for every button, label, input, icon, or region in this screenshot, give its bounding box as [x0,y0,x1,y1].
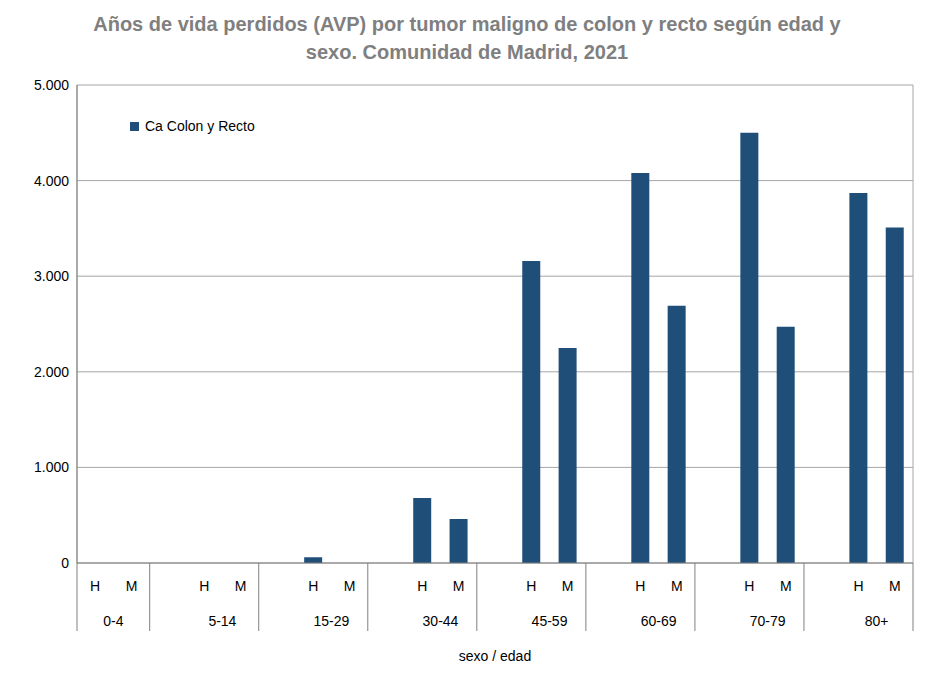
svg-text:H: H [308,578,318,594]
svg-text:30-44: 30-44 [423,613,459,629]
svg-text:2.000: 2.000 [34,364,69,380]
svg-text:M: M [453,578,465,594]
svg-text:M: M [344,578,356,594]
html-text:sexo / edad: sexo / edad [458,648,532,664]
svg-text:M: M [562,578,574,594]
svg-text:3.000: 3.000 [34,268,69,284]
svg-text:H: H [526,578,536,594]
svg-text:H: H [90,578,100,594]
svg-text:4.000: 4.000 [34,173,69,189]
svg-text:1.000: 1.000 [34,459,69,475]
svg-text:H: H [417,578,427,594]
svg-text:M: M [235,578,247,594]
svg-text:M: M [780,578,792,594]
svg-text:M: M [671,578,683,594]
html-text:Ca Colon y Recto: Ca Colon y Recto [145,118,255,134]
svg-text:45-59: 45-59 [532,613,568,629]
svg-text:H: H [744,578,754,594]
svg-text:5.000: 5.000 [34,77,69,93]
svg-text:0-4: 0-4 [103,613,123,629]
html-text:Años de vida perdidos (AVP) po: Años de vida perdidos (AVP) por tumor ma… [93,13,841,63]
svg-text:80+: 80+ [865,613,889,629]
svg-text:M: M [126,578,138,594]
svg-text:15-29: 15-29 [314,613,350,629]
svg-text:5-14: 5-14 [208,613,236,629]
svg-text:H: H [853,578,863,594]
svg-text:0: 0 [61,555,69,571]
svg-text:H: H [635,578,645,594]
svg-text:M: M [889,578,901,594]
svg-text:70-79: 70-79 [750,613,786,629]
svg-text:H: H [199,578,209,594]
svg-text:60-69: 60-69 [641,613,677,629]
